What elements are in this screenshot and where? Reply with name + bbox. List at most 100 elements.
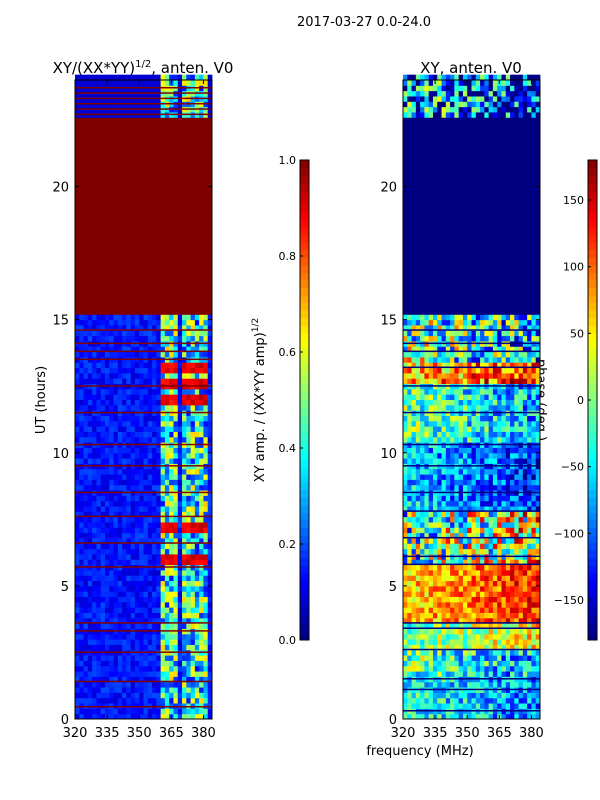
heatmap-cell <box>83 404 89 411</box>
heatmap-cell <box>194 655 200 661</box>
heatmap-cell <box>173 511 179 518</box>
heatmap-cell <box>177 80 183 86</box>
heatmap-cell <box>104 516 110 523</box>
heatmap-cell <box>160 543 166 550</box>
heatmap-cell <box>156 74 162 81</box>
heatmap-cell <box>190 532 196 539</box>
heatmap-cell <box>173 607 179 613</box>
heatmap-cell <box>432 420 438 427</box>
heatmap-cell <box>134 713 140 720</box>
heatmap-cell <box>75 420 80 427</box>
heatmap-cell <box>126 447 132 454</box>
heatmap-cell <box>488 521 494 528</box>
heatmap-cell <box>531 543 537 550</box>
heatmap-cell <box>79 436 84 443</box>
heatmap-cell <box>79 580 84 587</box>
heatmap-cell <box>75 506 80 512</box>
heatmap-cell <box>190 516 196 523</box>
heatmap-cell <box>467 703 472 709</box>
heatmap-cell <box>522 527 528 534</box>
heatmap-cell <box>134 74 140 81</box>
heatmap-cell <box>186 708 191 715</box>
heatmap-cell <box>113 559 119 566</box>
heatmap-cell <box>505 543 511 550</box>
heatmap-cell <box>190 676 196 683</box>
heatmap-cell <box>147 708 153 715</box>
heatmap-cell <box>186 585 191 592</box>
heatmap-cell <box>415 474 421 480</box>
heatmap-cell <box>173 506 179 512</box>
heatmap-cell <box>403 612 408 619</box>
heatmap-cell <box>113 500 119 507</box>
heatmap-cell <box>92 665 97 672</box>
heatmap-cell <box>488 378 494 385</box>
heatmap-cell <box>79 575 84 582</box>
heatmap-cell <box>160 607 166 613</box>
heatmap-cell <box>497 617 502 624</box>
heatmap-cell <box>134 591 140 598</box>
heatmap-cell <box>83 436 89 443</box>
heatmap-cell <box>407 516 412 523</box>
heatmap-cell <box>207 431 213 438</box>
heatmap-cell <box>152 665 157 672</box>
heatmap-cell <box>92 708 97 715</box>
heatmap-cell <box>83 591 89 598</box>
heatmap-cell <box>130 404 136 411</box>
heatmap-cell <box>177 543 183 550</box>
heatmap-cell <box>96 346 102 353</box>
heatmap-cell <box>475 692 481 699</box>
heatmap-cell <box>505 580 511 587</box>
heatmap-cell <box>467 516 472 523</box>
heatmap-cell <box>164 655 170 661</box>
heatmap-cell <box>450 351 455 358</box>
heatmap-cell <box>467 388 472 395</box>
heatmap-cell <box>130 367 136 374</box>
heatmap-cell <box>130 585 136 592</box>
heatmap-cell <box>147 468 153 475</box>
heatmap-cell <box>152 330 157 337</box>
heatmap-cell <box>143 447 149 454</box>
heatmap-cell <box>173 378 179 385</box>
heatmap-cell <box>454 346 460 353</box>
heatmap-cell <box>531 511 537 518</box>
heatmap-cell <box>75 591 80 598</box>
heatmap-cell <box>130 527 136 534</box>
heatmap-cell <box>186 623 191 629</box>
heatmap-cell <box>152 596 157 603</box>
heatmap-cell <box>420 633 425 640</box>
heatmap-cell <box>100 447 106 454</box>
heatmap-cell <box>458 474 464 480</box>
heatmap-cell <box>497 447 502 454</box>
heatmap-cell <box>83 74 89 81</box>
heatmap-cell <box>488 585 494 592</box>
heatmap-cell <box>415 521 421 528</box>
heatmap-cell <box>527 537 532 544</box>
heatmap-cell <box>104 324 110 331</box>
heatmap-cell <box>420 591 425 598</box>
heatmap-cell <box>143 569 149 576</box>
heatmap-cell <box>75 532 80 539</box>
heatmap-cell <box>518 639 524 645</box>
heatmap-cell <box>488 458 494 464</box>
heatmap-cell <box>428 649 434 656</box>
heatmap-cell <box>432 633 438 640</box>
heatmap-cell <box>92 585 97 592</box>
heatmap-cell <box>87 351 93 358</box>
heatmap-cell <box>505 681 511 688</box>
heatmap-cell <box>527 516 532 523</box>
heatmap-cell <box>143 532 149 539</box>
heatmap-cell <box>403 479 408 486</box>
heatmap-cell <box>522 351 528 358</box>
heatmap-cell <box>100 559 106 566</box>
heatmap-cell <box>518 633 524 640</box>
heatmap-cell <box>147 511 153 518</box>
heatmap-cell <box>407 585 412 592</box>
heatmap-cell <box>96 692 102 699</box>
heatmap-cell <box>199 415 204 422</box>
heatmap-cell <box>160 585 166 592</box>
heatmap-cell <box>139 479 144 486</box>
heatmap-cell <box>450 506 455 512</box>
heatmap-cell <box>403 665 408 672</box>
heatmap-cell <box>126 362 132 369</box>
heatmap-cell <box>441 415 447 422</box>
